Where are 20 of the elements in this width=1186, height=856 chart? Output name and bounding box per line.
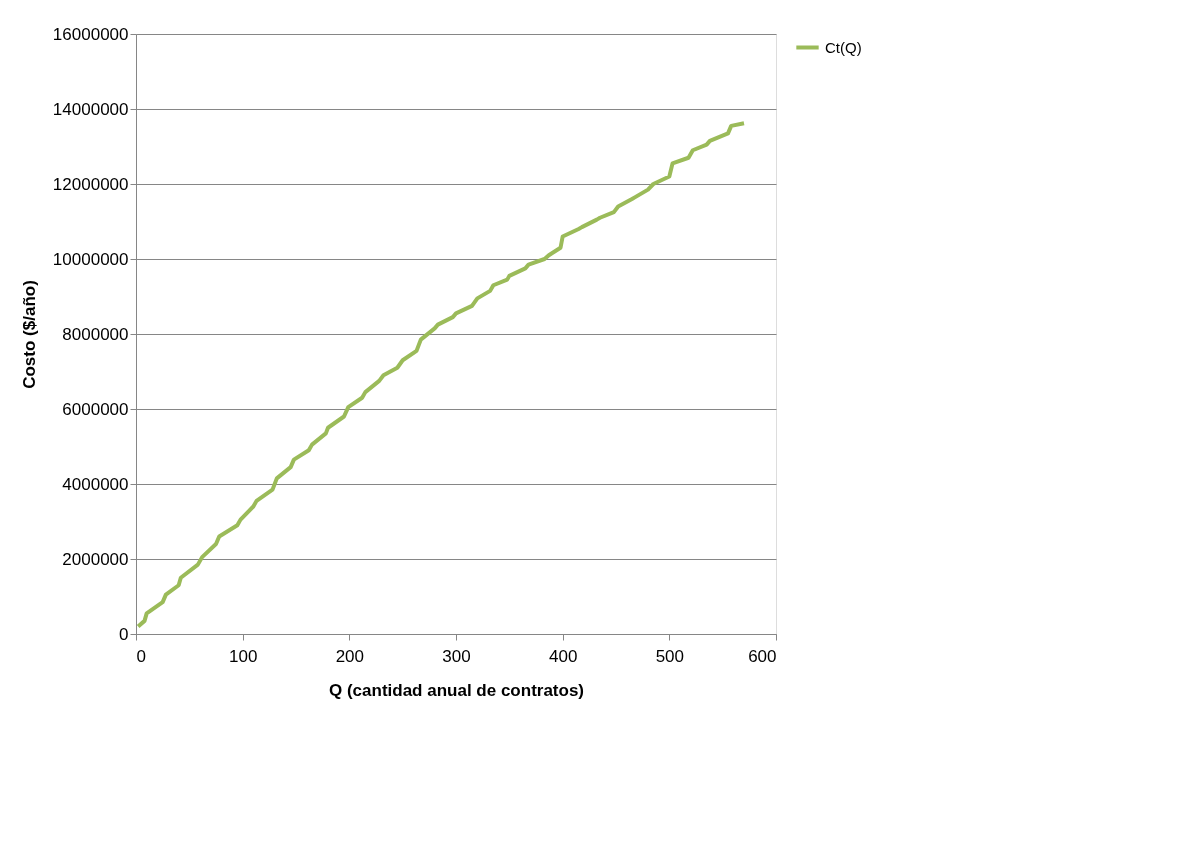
y-tick-label: 12000000 xyxy=(52,174,129,194)
y-axis-title: Costo ($/año) xyxy=(19,280,39,389)
x-tick-label: 300 xyxy=(442,646,471,666)
line-series xyxy=(136,121,746,629)
x-tick-label: 0 xyxy=(136,646,146,666)
x-tick-label: 500 xyxy=(655,646,685,666)
y-tick-label: 6000000 xyxy=(62,399,129,419)
x-tick-label: 400 xyxy=(548,646,578,666)
y-tick-label: 0 xyxy=(119,624,129,644)
y-tick-label: 8000000 xyxy=(62,324,129,344)
y-tick-label: 4000000 xyxy=(62,474,129,494)
y-tick-label: 10000000 xyxy=(52,249,129,269)
x-tick-label: 600 xyxy=(748,646,777,666)
x-tick-label: 100 xyxy=(228,646,258,666)
y-tick-label: 14000000 xyxy=(52,99,129,119)
x-axis-title: Q (cantidad anual de contratos) xyxy=(328,680,585,700)
y-tick-label: 2000000 xyxy=(62,549,129,569)
y-tick-label: 16000000 xyxy=(52,24,129,44)
x-tick-label: 200 xyxy=(335,646,365,666)
legend-label: Ct(Q) xyxy=(825,38,862,56)
